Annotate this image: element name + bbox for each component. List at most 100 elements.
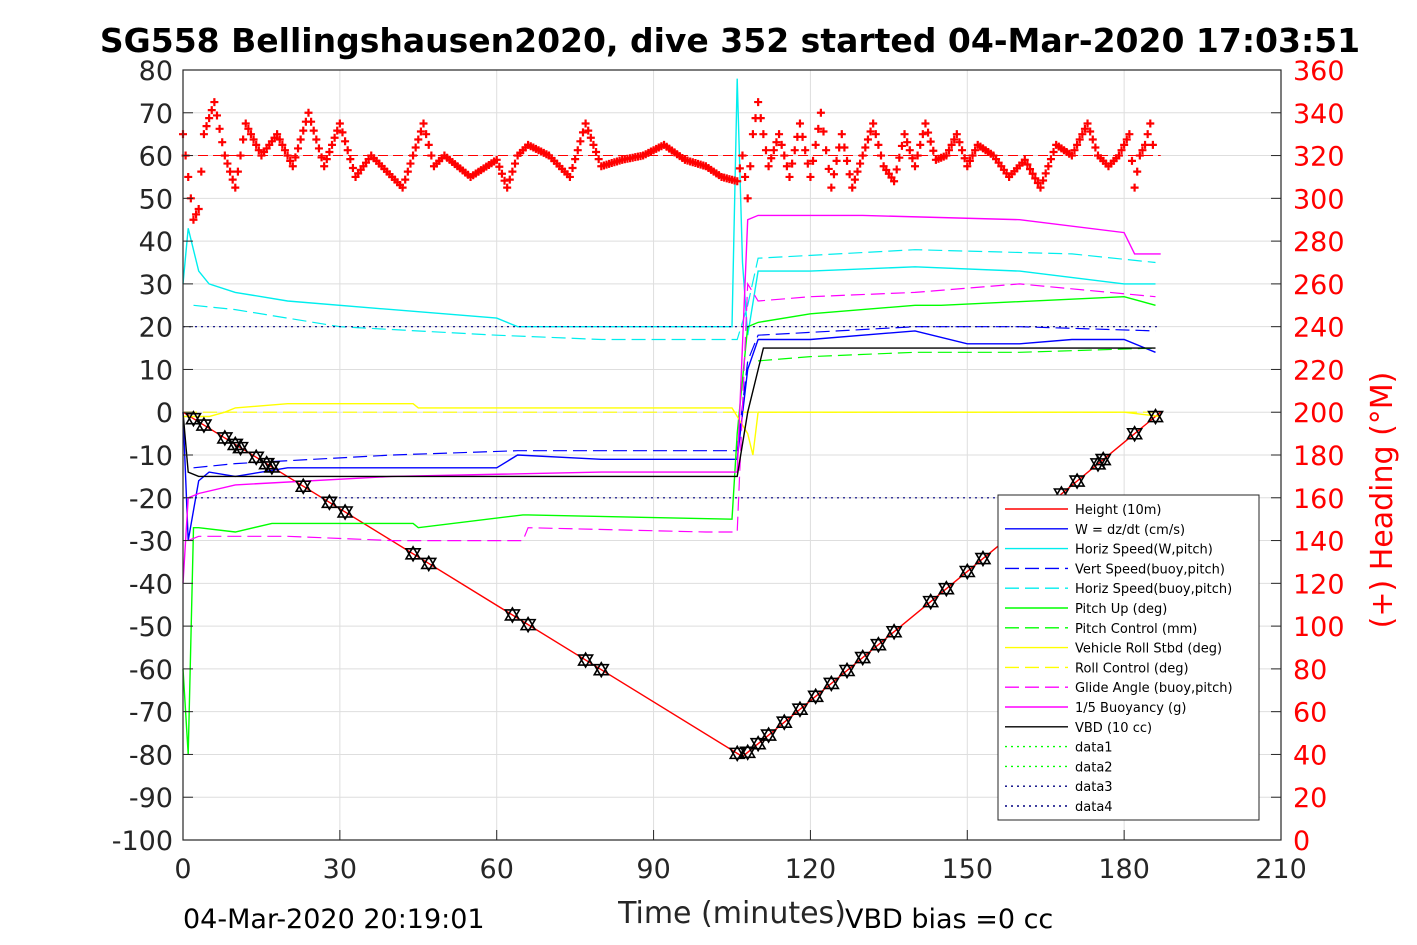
height-triangle-up bbox=[232, 439, 249, 454]
heading-marker bbox=[346, 155, 355, 164]
heading-marker bbox=[861, 143, 870, 152]
y-right-tick-label: 300 bbox=[1293, 184, 1345, 215]
legend-label: Glide Angle (buoy,pitch) bbox=[1075, 681, 1233, 696]
x-axis-ticks: 0 30 60 90 120 150 180 210 bbox=[174, 830, 1307, 885]
heading-marker bbox=[231, 183, 240, 192]
legend-label: data1 bbox=[1075, 741, 1113, 756]
series-line bbox=[183, 403, 1161, 456]
heading-marker bbox=[971, 146, 980, 155]
height-triangle-down bbox=[838, 664, 856, 680]
heading-marker bbox=[348, 164, 357, 173]
heading-marker bbox=[1044, 162, 1053, 171]
height-triangle-down bbox=[404, 548, 422, 563]
heading-marker bbox=[840, 143, 849, 152]
height-triangle-up bbox=[958, 562, 976, 578]
heading-marker bbox=[249, 135, 258, 144]
heading-marker bbox=[824, 164, 833, 173]
heading-marker bbox=[926, 137, 935, 146]
heading-marker bbox=[254, 146, 263, 155]
height-triangle-up bbox=[321, 493, 338, 509]
heading-marker bbox=[822, 146, 831, 155]
legend-label: W = dz/dt (cm/s) bbox=[1075, 523, 1185, 538]
y-tick-label: -70 bbox=[129, 698, 173, 729]
heading-marker bbox=[586, 133, 595, 142]
heading-marker bbox=[320, 162, 329, 171]
y-tick-label: -40 bbox=[129, 569, 173, 600]
heading-marker bbox=[1046, 155, 1055, 164]
heading-marker bbox=[581, 119, 590, 128]
heading-marker bbox=[856, 159, 865, 168]
heading-marker bbox=[845, 170, 854, 179]
height-triangle-up bbox=[519, 616, 537, 631]
heading-marker bbox=[343, 146, 352, 155]
heading-marker bbox=[1120, 140, 1129, 149]
height-triangle-down bbox=[504, 609, 521, 624]
heading-marker bbox=[328, 140, 337, 149]
heading-marker bbox=[764, 162, 773, 171]
heading-marker bbox=[916, 140, 925, 149]
heading-marker bbox=[1133, 167, 1142, 176]
heading-marker bbox=[398, 183, 407, 192]
heading-marker bbox=[921, 119, 930, 128]
y-tick-label: -10 bbox=[129, 441, 173, 472]
heading-marker bbox=[827, 183, 836, 192]
heading-marker bbox=[212, 111, 221, 120]
height-triangle-up bbox=[791, 700, 809, 716]
heading-marker bbox=[816, 108, 825, 117]
heading-marker bbox=[1141, 140, 1150, 149]
heading-marker bbox=[241, 119, 250, 128]
heading-marker bbox=[947, 140, 956, 149]
x-axis-label: Time (minutes) bbox=[617, 896, 846, 931]
y-right-tick-label: 360 bbox=[1293, 56, 1345, 87]
height-triangle-down bbox=[728, 747, 746, 762]
heading-marker bbox=[1031, 174, 1040, 183]
heading-marker bbox=[283, 151, 292, 160]
height-triangle-up bbox=[195, 416, 213, 431]
height-triangle-down bbox=[822, 677, 840, 692]
height-triangle-down bbox=[739, 746, 757, 761]
legend-label: Pitch Up (deg) bbox=[1075, 602, 1167, 617]
heading-marker bbox=[1075, 135, 1084, 144]
heading-marker bbox=[1088, 135, 1097, 144]
y-tick-label: 60 bbox=[139, 142, 173, 173]
heading-marker bbox=[312, 135, 321, 144]
heading-marker bbox=[1127, 156, 1136, 165]
legend-label: Vert Speed(buoy,pitch) bbox=[1075, 562, 1225, 577]
heading-marker bbox=[1148, 140, 1157, 149]
height-triangle-down bbox=[1068, 475, 1086, 490]
height-triangle-down bbox=[885, 625, 903, 641]
heading-marker bbox=[309, 126, 318, 135]
heading-marker bbox=[853, 167, 862, 176]
height-triangle-up bbox=[885, 623, 903, 638]
y-tick-label: 30 bbox=[139, 270, 173, 301]
heading-marker bbox=[963, 162, 972, 171]
heading-marker bbox=[406, 159, 415, 168]
height-triangle-up bbox=[838, 661, 856, 677]
heading-marker bbox=[565, 172, 574, 181]
heading-marker bbox=[1070, 146, 1079, 155]
heading-marker bbox=[968, 151, 977, 160]
heading-marker bbox=[294, 144, 303, 153]
heading-marker bbox=[427, 151, 436, 160]
height-triangle-up bbox=[739, 743, 757, 759]
height-triangle-up bbox=[937, 580, 955, 595]
heading-marker bbox=[911, 162, 919, 171]
heading-marker bbox=[568, 164, 577, 173]
heading-marker bbox=[848, 183, 857, 192]
y-right-tick-label: 180 bbox=[1293, 441, 1345, 472]
heading-marker bbox=[215, 124, 224, 133]
heading-marker bbox=[785, 172, 794, 181]
heading-marker bbox=[1039, 176, 1048, 185]
heading-marker bbox=[275, 135, 284, 144]
heading-marker bbox=[748, 130, 757, 139]
heading-marker bbox=[908, 154, 917, 163]
height-triangle-up bbox=[263, 458, 281, 473]
heading-marker bbox=[576, 137, 585, 146]
heading-marker bbox=[950, 135, 959, 144]
heading-marker bbox=[218, 138, 227, 147]
heading-marker bbox=[192, 210, 201, 219]
heading-marker bbox=[1122, 135, 1131, 144]
heading-marker bbox=[233, 167, 242, 176]
heading-marker bbox=[903, 138, 912, 147]
heading-marker bbox=[866, 127, 875, 136]
